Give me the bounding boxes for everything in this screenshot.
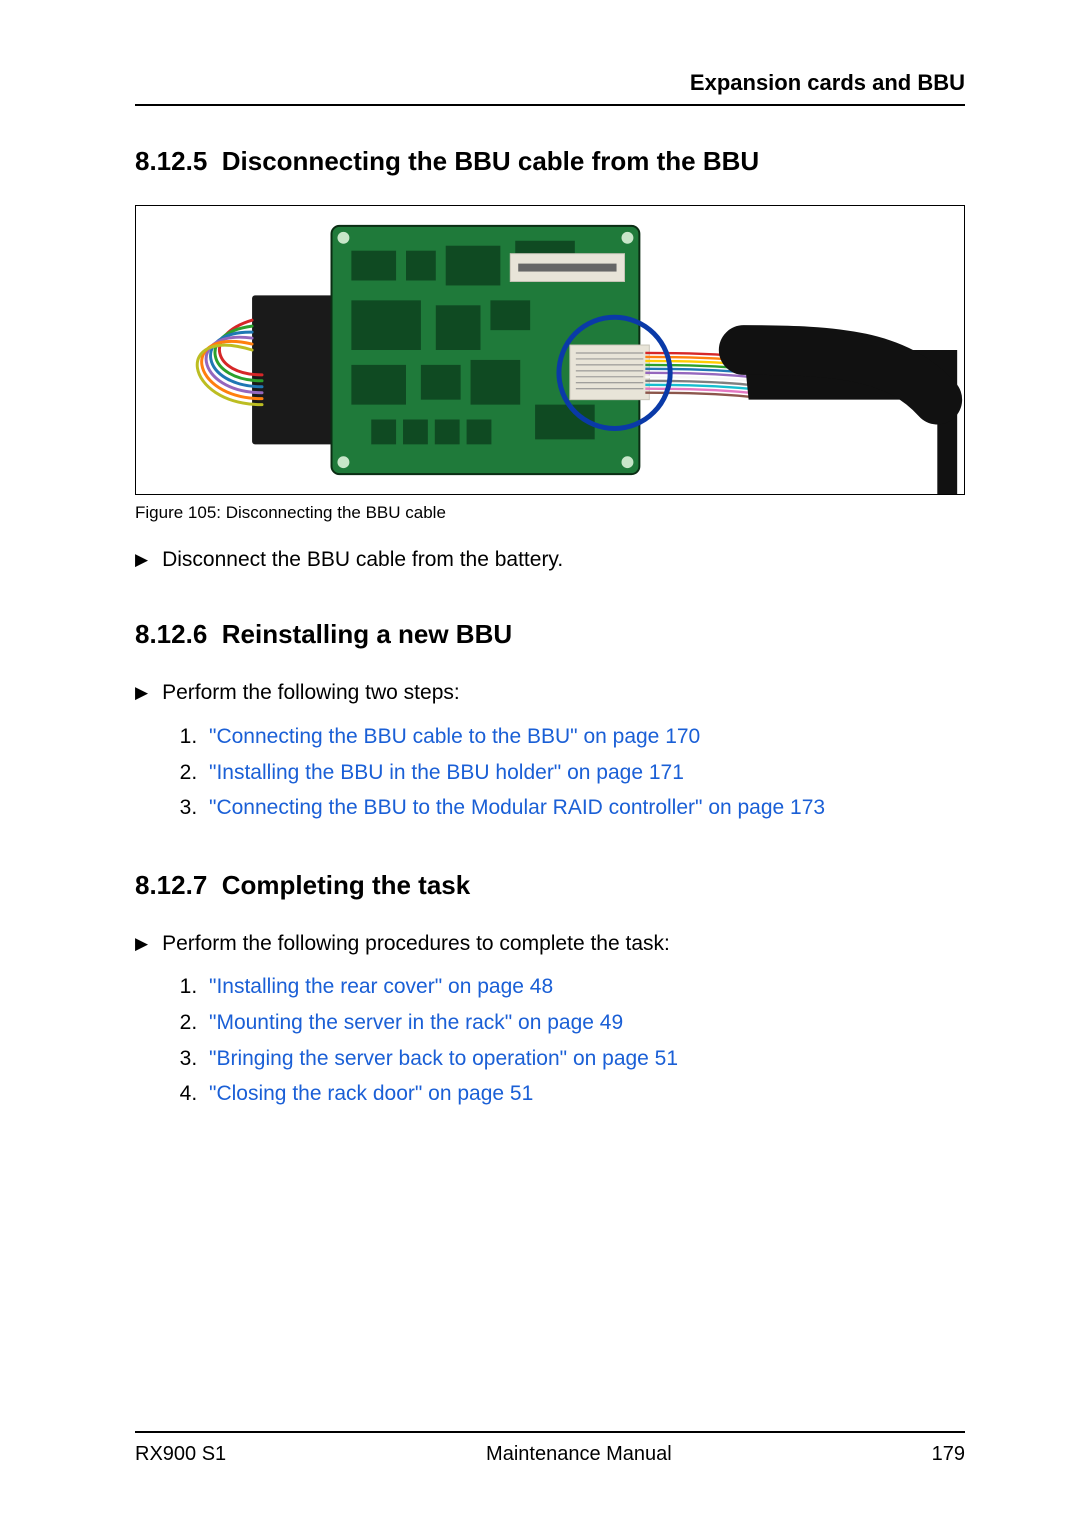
xref-link[interactable]: "Installing the BBU in the BBU holder" o… [209, 761, 684, 784]
footer-page-number: 179 [932, 1443, 965, 1466]
section-number: 8.12.6 [135, 619, 207, 649]
section-title: Disconnecting the BBU cable from the BBU [222, 146, 759, 176]
xref-link[interactable]: "Installing the rear cover" on page 48 [209, 975, 553, 998]
step-text: Perform the following procedures to comp… [162, 929, 670, 959]
pcb-illustration [136, 206, 964, 494]
footer-doc-title: Maintenance Manual [486, 1443, 672, 1466]
section-heading-8-12-5: 8.12.5 Disconnecting the BBU cable from … [135, 146, 965, 177]
list-item: "Bringing the server back to operation" … [203, 1041, 965, 1077]
figure-caption: Figure 105: Disconnecting the BBU cable [135, 503, 965, 523]
completing-steps-list: "Installing the rear cover" on page 48 "… [203, 969, 965, 1112]
step-text: Disconnect the BBU cable from the batter… [162, 545, 563, 575]
list-item: "Closing the rack door" on page 51 [203, 1076, 965, 1112]
page-content: Expansion cards and BBU 8.12.5 Disconnec… [135, 70, 965, 1456]
step-reinstall-intro: ▶ Perform the following two steps: [135, 678, 965, 708]
list-item: "Installing the rear cover" on page 48 [203, 969, 965, 1005]
list-item: "Installing the BBU in the BBU holder" o… [203, 755, 965, 791]
figure-105 [135, 205, 965, 495]
xref-link[interactable]: "Bringing the server back to operation" … [209, 1047, 678, 1070]
chapter-title: Expansion cards and BBU [690, 70, 965, 95]
reinstall-steps-list: "Connecting the BBU cable to the BBU" on… [203, 719, 965, 826]
list-item: "Mounting the server in the rack" on pag… [203, 1005, 965, 1041]
step-completing-intro: ▶ Perform the following procedures to co… [135, 929, 965, 959]
xref-link[interactable]: "Connecting the BBU cable to the BBU" on… [209, 725, 700, 748]
xref-link[interactable]: "Connecting the BBU to the Modular RAID … [209, 796, 825, 819]
triangle-bullet-icon: ▶ [135, 932, 148, 957]
xref-link[interactable]: "Mounting the server in the rack" on pag… [209, 1011, 623, 1034]
list-item: "Connecting the BBU to the Modular RAID … [203, 790, 965, 826]
section-title: Reinstalling a new BBU [222, 619, 512, 649]
page-footer: RX900 S1 Maintenance Manual 179 [135, 1431, 965, 1466]
chapter-header: Expansion cards and BBU [135, 70, 965, 106]
section-number: 8.12.5 [135, 146, 207, 176]
list-item: "Connecting the BBU cable to the BBU" on… [203, 719, 965, 755]
section-heading-8-12-6: 8.12.6 Reinstalling a new BBU [135, 619, 965, 650]
section-heading-8-12-7: 8.12.7 Completing the task [135, 870, 965, 901]
triangle-bullet-icon: ▶ [135, 681, 148, 706]
step-text: Perform the following two steps: [162, 678, 460, 708]
step-disconnect: ▶ Disconnect the BBU cable from the batt… [135, 545, 965, 575]
xref-link[interactable]: "Closing the rack door" on page 51 [209, 1082, 533, 1105]
footer-product: RX900 S1 [135, 1443, 226, 1466]
section-title: Completing the task [222, 870, 470, 900]
section-number: 8.12.7 [135, 870, 207, 900]
triangle-bullet-icon: ▶ [135, 548, 148, 573]
